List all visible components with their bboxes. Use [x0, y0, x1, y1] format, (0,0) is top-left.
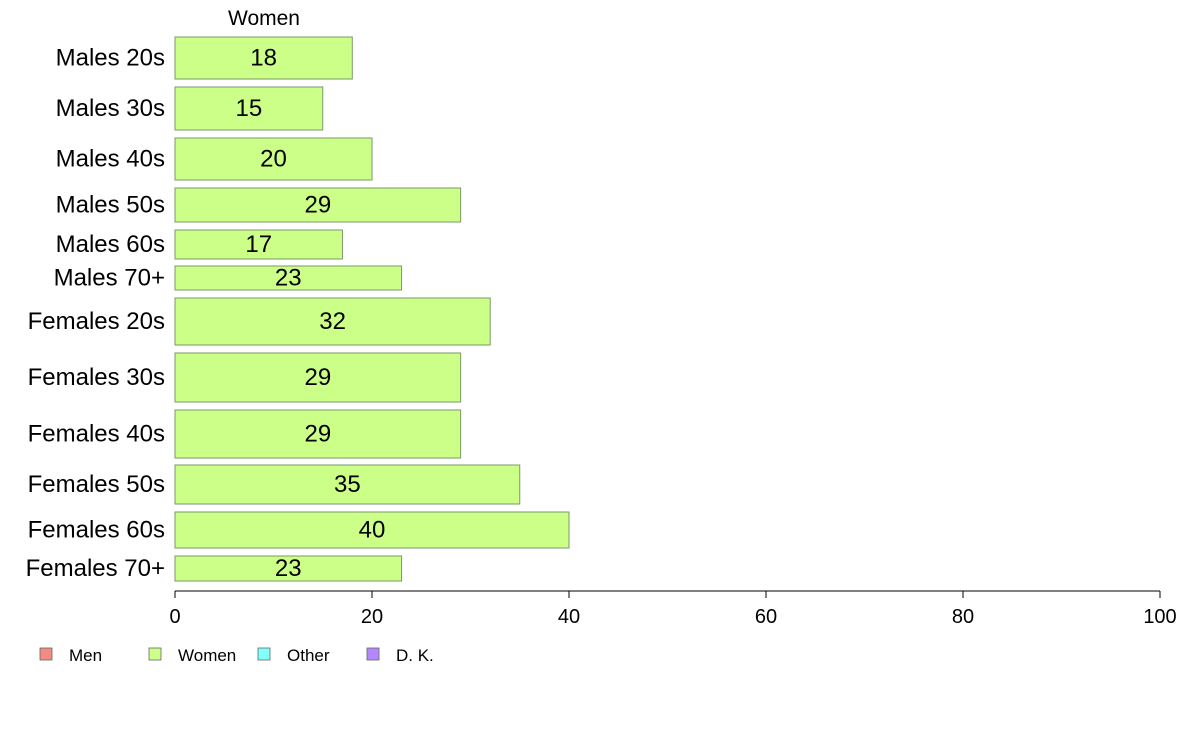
bar-value-label: 17	[245, 231, 272, 258]
category-label: Females 60s	[28, 517, 165, 544]
bar	[174, 555, 403, 582]
category-label: Males 70+	[54, 265, 165, 292]
x-axis: 0 20 40 60 80 100	[169, 590, 1177, 628]
legend-label: Women	[178, 646, 236, 665]
bar-value-label: 29	[304, 192, 331, 219]
x-tick-label: 40	[558, 606, 580, 628]
bar-value-label: 20	[260, 146, 287, 173]
bar-value-label: 18	[250, 45, 277, 72]
category-label: Females 50s	[28, 471, 165, 498]
bar	[174, 137, 373, 181]
category-label: Females 40s	[28, 421, 165, 448]
category-label: Males 40s	[56, 146, 165, 173]
category-label: Females 70+	[26, 555, 165, 582]
bar	[174, 229, 343, 260]
legend-swatch	[39, 647, 53, 661]
x-tick-label: 100	[1143, 606, 1176, 628]
x-tick-label: 60	[755, 606, 777, 628]
x-tick-label: 80	[952, 606, 974, 628]
legend-swatch	[148, 647, 162, 661]
category-label: Males 30s	[56, 95, 165, 122]
category-label: Females 30s	[28, 364, 165, 391]
bar	[174, 409, 462, 459]
bar-value-label: 29	[304, 364, 331, 391]
category-label: Males 60s	[56, 231, 165, 258]
panel-title: Women	[228, 7, 300, 30]
category-label: Males 50s	[56, 192, 165, 219]
bar-value-label: 32	[319, 308, 346, 335]
bar-value-label: 23	[275, 265, 302, 292]
bar	[174, 464, 521, 505]
bar	[174, 86, 324, 131]
legend: Men Women Other D. K.	[39, 646, 434, 665]
legend-swatch	[257, 647, 271, 661]
bar	[174, 187, 462, 223]
bar	[174, 511, 570, 549]
bar-value-label: 40	[359, 517, 386, 544]
bar	[174, 297, 491, 346]
legend-label: Other	[287, 646, 330, 665]
bar-value-label: 15	[236, 95, 263, 122]
bar	[174, 352, 462, 403]
bar	[174, 265, 403, 291]
legend-label: Men	[69, 646, 102, 665]
bar-value-label: 35	[334, 471, 361, 498]
bars-group: Males 20s 18 Males 30s 15 Males 40s 20 Males 5…	[26, 36, 570, 582]
category-label: Males 20s	[56, 45, 165, 72]
legend-swatch	[366, 647, 380, 661]
x-tick-label: 0	[169, 606, 180, 628]
bar	[174, 36, 353, 80]
bar-value-label: 23	[275, 555, 302, 582]
legend-label: D. K.	[396, 646, 434, 665]
bar-value-label: 29	[304, 421, 331, 448]
x-tick-label: 20	[361, 606, 383, 628]
category-label: Females 20s	[28, 308, 165, 335]
